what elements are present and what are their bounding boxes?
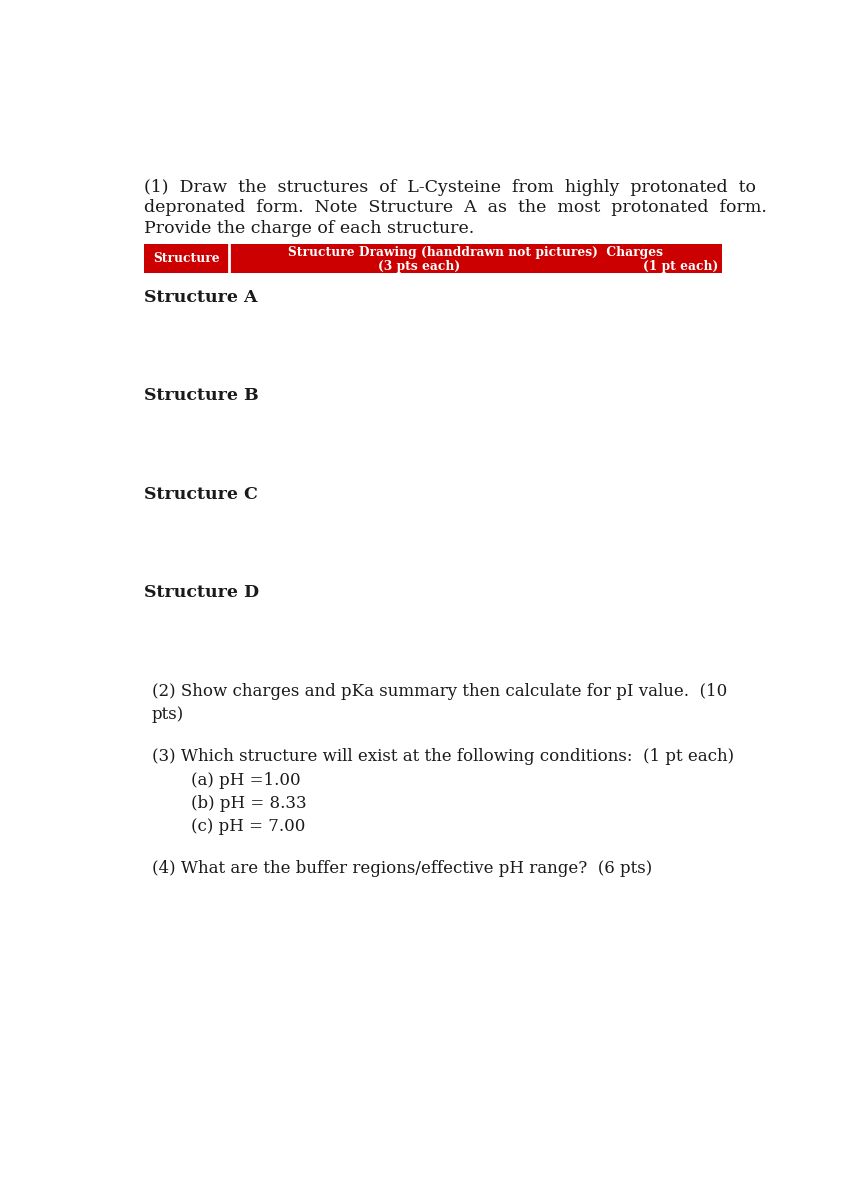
Text: depronated  form.  Note  Structure  A  as  the  most  protonated  form.: depronated form. Note Structure A as the…: [144, 199, 767, 216]
Bar: [144, 244, 722, 274]
Text: Structure C: Structure C: [144, 486, 258, 503]
Text: (1)  Draw  the  structures  of  L-Cysteine  from  highly  protonated  to: (1) Draw the structures of L-Cysteine fr…: [144, 179, 756, 196]
Text: (a) pH =1.00: (a) pH =1.00: [191, 772, 300, 788]
Text: (b) pH = 8.33: (b) pH = 8.33: [191, 794, 306, 811]
Text: (2) Show charges and pKa summary then calculate for pI value.  (10: (2) Show charges and pKa summary then ca…: [152, 683, 728, 700]
Text: Structure: Structure: [153, 252, 220, 265]
Text: (3) Which structure will exist at the following conditions:  (1 pt each): (3) Which structure will exist at the fo…: [152, 749, 734, 766]
Text: (4) What are the buffer regions/effective pH range?  (6 pts): (4) What are the buffer regions/effectiv…: [152, 860, 652, 877]
Text: (3 pts each): (3 pts each): [379, 259, 460, 272]
Text: Structure Drawing (handdrawn not pictures)  Charges: Structure Drawing (handdrawn not picture…: [288, 246, 663, 259]
Text: Structure A: Structure A: [144, 289, 258, 306]
Text: pts): pts): [152, 706, 184, 724]
Text: (1 pt each): (1 pt each): [643, 259, 718, 272]
Text: (c) pH = 7.00: (c) pH = 7.00: [191, 817, 305, 835]
Text: Structure B: Structure B: [144, 388, 259, 404]
Text: Structure D: Structure D: [144, 584, 260, 601]
Text: Provide the charge of each structure.: Provide the charge of each structure.: [144, 221, 475, 238]
